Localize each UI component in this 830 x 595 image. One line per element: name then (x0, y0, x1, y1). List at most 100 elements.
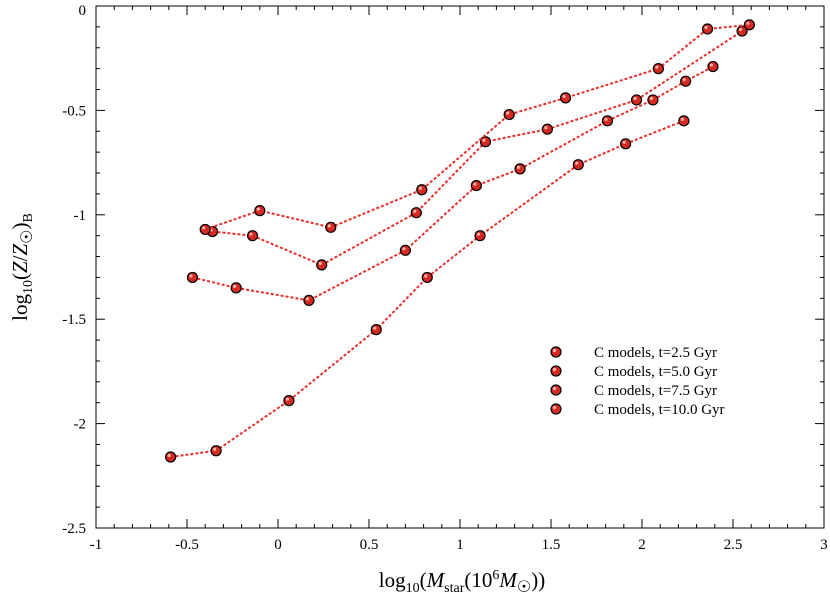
data-point-highlight (413, 209, 417, 213)
data-point (620, 138, 632, 150)
data-point-highlight (249, 232, 253, 236)
legend-marker (550, 403, 562, 415)
data-point (399, 244, 411, 256)
plot-frame (95, 5, 825, 529)
data-point (210, 445, 222, 457)
series-line (204, 23, 750, 231)
x-tick-label: 1.5 (542, 537, 561, 553)
data-point-highlight (256, 207, 260, 211)
data-point (652, 63, 664, 75)
data-point (479, 136, 492, 148)
y-axis-label: log10(Z/Z☉)B (8, 213, 36, 321)
legend-marker (550, 384, 562, 396)
series-2 (186, 60, 719, 307)
legend-marker (550, 365, 562, 377)
data-point-highlight (562, 94, 566, 98)
data-point-highlight (649, 96, 654, 101)
data-point-highlight (544, 126, 548, 130)
data-point (416, 184, 428, 196)
data-point (678, 115, 690, 127)
data-point (421, 271, 433, 284)
data-point-highlight (682, 78, 686, 82)
data-point-highlight (476, 232, 481, 236)
data-point-highlight (516, 165, 521, 169)
data-point-highlight (575, 161, 579, 165)
x-tick-label: 2 (638, 537, 646, 553)
data-point-highlight (213, 447, 217, 451)
data-point-highlight (655, 65, 659, 69)
data-point-highlight (402, 247, 406, 251)
x-tick-label: -1 (90, 537, 103, 553)
data-point (325, 221, 337, 233)
y-tick-label: -0.5 (62, 103, 86, 119)
data-point-highlight (318, 261, 322, 266)
legend-entry: C models, t=5.0 Gyr (594, 364, 717, 380)
data-point-highlight (746, 21, 750, 25)
legend-marker-highlight (552, 386, 557, 391)
data-point-highlight (285, 397, 290, 401)
x-tick-label: 0 (274, 537, 282, 553)
y-tick-label: -1.5 (62, 312, 86, 328)
y-tick-label: 0 (79, 3, 87, 19)
legend-marker (550, 346, 562, 358)
y-tick-label: -2 (74, 417, 87, 433)
series-line (212, 30, 743, 267)
data-point (254, 205, 266, 217)
series-1 (165, 115, 690, 463)
data-point-highlight (622, 140, 626, 144)
data-point-highlight (482, 138, 486, 142)
data-point (199, 223, 211, 236)
data-point-highlight (604, 117, 608, 121)
data-point-highlight (739, 27, 743, 32)
data-point (370, 324, 382, 336)
data-point (559, 92, 572, 104)
data-point (470, 179, 482, 192)
data-point-highlight (233, 284, 237, 288)
data-point (474, 230, 486, 242)
x-tick-label: 1 (456, 537, 464, 553)
x-axis-label: log10(Mstar(106M☉)) (379, 568, 545, 595)
data-point-highlight (305, 297, 310, 301)
data-point (707, 60, 719, 73)
legend-marker-highlight (552, 348, 557, 353)
data-point-highlight (418, 186, 422, 190)
data-point (541, 123, 553, 135)
data-point-highlight (202, 226, 206, 230)
data-point (246, 230, 259, 242)
data-point (680, 75, 692, 87)
data-point-highlight (167, 453, 171, 458)
data-point (165, 451, 177, 463)
legend-marker-highlight (552, 405, 557, 410)
series-line (192, 65, 714, 302)
data-point (410, 207, 422, 219)
data-point (572, 159, 584, 171)
legend-entry: C models, t=10.0 Gyr (594, 402, 725, 418)
data-point (316, 259, 328, 271)
data-point (701, 23, 714, 35)
data-point-highlight (189, 274, 193, 278)
data-point-highlight (473, 182, 477, 186)
x-tick-label: -0.5 (175, 537, 199, 553)
y-tick-label: -2.5 (62, 521, 86, 537)
y-tick-label: -1 (74, 208, 87, 224)
data-point (503, 108, 515, 121)
x-tick-label: 2.5 (724, 537, 743, 553)
series-3 (206, 25, 748, 271)
data-point (601, 115, 614, 127)
series-line (170, 119, 685, 458)
x-tick-label: 0.5 (360, 537, 379, 553)
data-point-highlight (680, 117, 684, 121)
axes: -1 -0.5 0 0.5 1 1.5 2 2.5 3 -2.5 -2 -1.5 -1 -0.5 0 (62, 3, 828, 553)
data-point-highlight (506, 111, 510, 115)
data-point (230, 282, 242, 294)
legend-entry: C models, t=7.5 Gyr (594, 383, 717, 399)
legend-entry: C models, t=2.5 Gyr (594, 345, 717, 361)
data-point-highlight (373, 326, 377, 330)
data-point (743, 19, 755, 31)
data-point-highlight (709, 63, 714, 67)
data-point-highlight (704, 25, 708, 30)
data-point (186, 271, 199, 284)
series-4 (199, 19, 755, 236)
data-point (303, 294, 315, 307)
